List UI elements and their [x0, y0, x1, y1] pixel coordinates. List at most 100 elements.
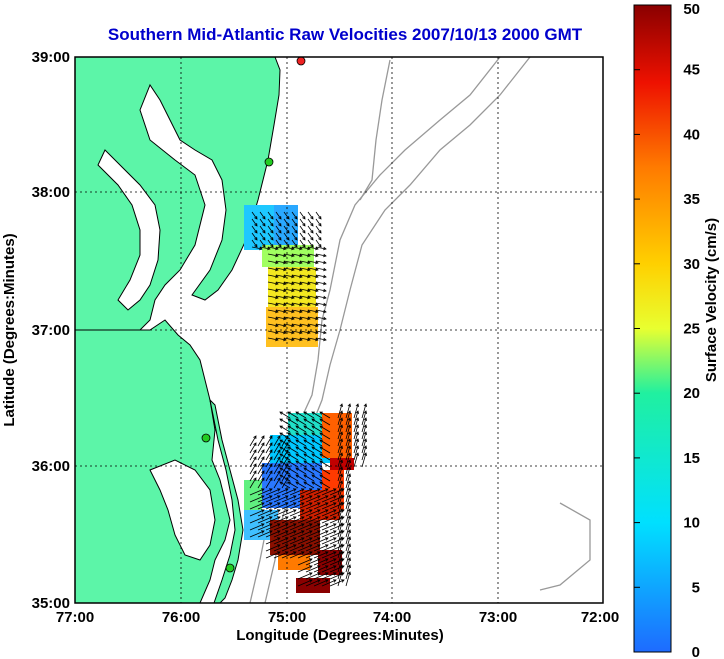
- velocity-arrow: [303, 481, 315, 489]
- velocity-arrow: [311, 439, 323, 447]
- velocity-arrow: [283, 232, 290, 241]
- velocity-arrow: [295, 460, 307, 468]
- velocity-arrow: [361, 445, 368, 461]
- velocity-arrow: [287, 446, 299, 454]
- velocity-arrow: [249, 456, 257, 468]
- velocity-arrow: [265, 435, 273, 447]
- velocity-arrow: [299, 281, 311, 286]
- velocity-arrow: [251, 239, 258, 248]
- velocity-arrow: [275, 309, 287, 314]
- velocity-arrow: [249, 495, 265, 503]
- velocity-arrow: [307, 225, 314, 234]
- velocity-arrow: [249, 523, 265, 531]
- velocity-arrow: [265, 537, 281, 545]
- velocity-arrow: [315, 323, 327, 328]
- velocity-arrow: [289, 530, 305, 538]
- velocity-arrow: [353, 410, 360, 426]
- velocity-arrow: [249, 516, 265, 524]
- velocity-arrow: [273, 435, 281, 447]
- velocity-arrow: [345, 424, 352, 440]
- velocity-arrow: [337, 431, 344, 447]
- velocity-arrow: [345, 445, 352, 461]
- velocity-arrow: [273, 442, 281, 454]
- plot-area: [75, 57, 603, 603]
- velocity-arrow: [273, 449, 281, 461]
- velocity-arrow: [299, 267, 311, 272]
- velocity-arrow: [361, 452, 368, 468]
- velocity-arrow: [275, 260, 287, 265]
- velocity-arrow: [313, 523, 329, 531]
- velocity-arrow: [275, 267, 287, 272]
- velocity-arrow: [307, 260, 319, 265]
- velocity-arrow: [337, 438, 344, 454]
- velocity-arrow: [337, 529, 344, 545]
- y-tick-labels: 39:00 38:00 37:00 36:00 35:00: [32, 49, 70, 612]
- velocity-arrow: [289, 516, 305, 524]
- velocity-arrow: [307, 281, 319, 286]
- velocity-arrow: [345, 473, 352, 489]
- velocity-arrow: [257, 523, 273, 531]
- velocity-arrow: [313, 565, 329, 573]
- velocity-arrow: [257, 470, 265, 482]
- velocity-arrow: [299, 330, 311, 335]
- velocity-arrow: [249, 477, 257, 489]
- velocity-arrow: [291, 253, 303, 258]
- colorbar-label: Surface Velocity (cm/s): [703, 218, 720, 382]
- velocity-arrow: [305, 572, 321, 580]
- colorbar-tick-label: 40: [683, 126, 700, 143]
- velocity-arrow: [305, 579, 321, 587]
- velocity-arrow: [345, 557, 352, 573]
- velocity-arrow: [283, 239, 290, 248]
- velocity-arrow: [249, 449, 257, 461]
- velocity-arrow: [319, 467, 331, 475]
- velocity-arrow: [319, 411, 331, 419]
- velocity-arrow: [267, 316, 279, 321]
- velocity-arrow: [307, 274, 319, 279]
- velocity-arrow: [329, 579, 345, 587]
- velocity-arrow: [353, 438, 360, 454]
- velocity-arrow: [345, 480, 352, 496]
- x-axis-label: Longitude (Degrees:Minutes): [236, 627, 444, 644]
- velocity-arrow: [315, 295, 327, 300]
- velocity-arrow: [275, 288, 287, 293]
- velocity-arrow: [295, 446, 307, 454]
- velocity-arrow: [257, 449, 265, 461]
- velocity-arrow: [313, 495, 329, 503]
- velocity-arrow: [353, 431, 360, 447]
- velocity-arrow: [273, 456, 281, 468]
- velocity-arrow: [275, 225, 282, 234]
- velocity-arrow: [321, 495, 337, 503]
- velocity-arrow: [289, 544, 305, 552]
- velocity-arrow: [315, 274, 327, 279]
- velocity-arrow: [361, 438, 368, 454]
- velocity-arrow: [259, 218, 266, 227]
- velocity-arrow: [273, 488, 289, 496]
- velocity-arrow: [287, 439, 299, 447]
- velocity-arrow: [299, 225, 306, 234]
- velocity-arrow: [283, 309, 295, 314]
- velocity-arrow: [251, 225, 258, 234]
- velocity-arrow: [337, 445, 344, 461]
- velocity-arrow: [265, 551, 281, 559]
- velocity-arrow: [303, 453, 315, 461]
- velocity-arrow: [287, 474, 299, 482]
- velocity-arrow: [267, 281, 279, 286]
- velocity-arrow: [275, 211, 282, 220]
- colorbar-tick-label: 45: [683, 62, 700, 79]
- velocity-arrow: [305, 495, 321, 503]
- velocity-arrow: [279, 425, 291, 433]
- velocity-arrow: [297, 523, 313, 531]
- velocity-arrow: [345, 529, 352, 545]
- colorbar-tick-label: 20: [683, 385, 700, 402]
- velocity-arrow: [295, 453, 307, 461]
- velocity-arrow: [303, 446, 315, 454]
- velocity-arrow: [265, 530, 281, 538]
- velocity-arrow: [279, 446, 291, 454]
- velocity-arrow: [289, 551, 305, 559]
- velocity-arrow: [345, 417, 352, 433]
- y-tick-label: 35:00: [32, 595, 70, 612]
- velocity-arrow: [297, 488, 313, 496]
- x-tick-label: 73:00: [479, 609, 517, 626]
- velocity-arrow: [313, 509, 329, 517]
- velocity-arrow: [257, 456, 265, 468]
